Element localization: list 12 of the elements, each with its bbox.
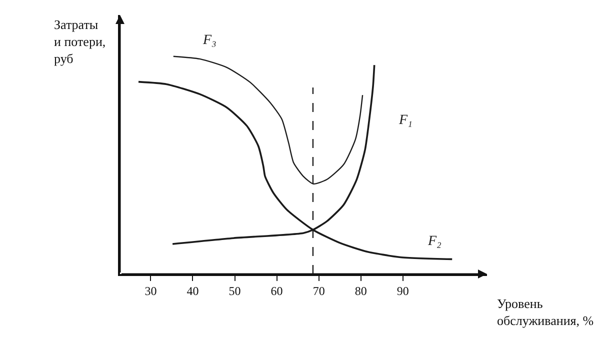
x-tick-label: 70	[312, 284, 325, 298]
x-tick-label: 90	[396, 284, 409, 298]
series-label: F₃	[202, 33, 217, 48]
x-tick-label: 50	[228, 284, 241, 298]
x-tick-label: 30	[144, 284, 157, 298]
x-tick-label: 80	[354, 284, 367, 298]
x-tick-label: 40	[186, 284, 199, 298]
x-tick-label: 60	[270, 284, 283, 298]
x-axis-title: Уровень обслуживания, %	[497, 296, 594, 328]
series-label: F₂	[427, 234, 442, 249]
y-axis-title: Затраты и потери, руб	[54, 17, 106, 66]
text: F₁	[398, 113, 412, 128]
